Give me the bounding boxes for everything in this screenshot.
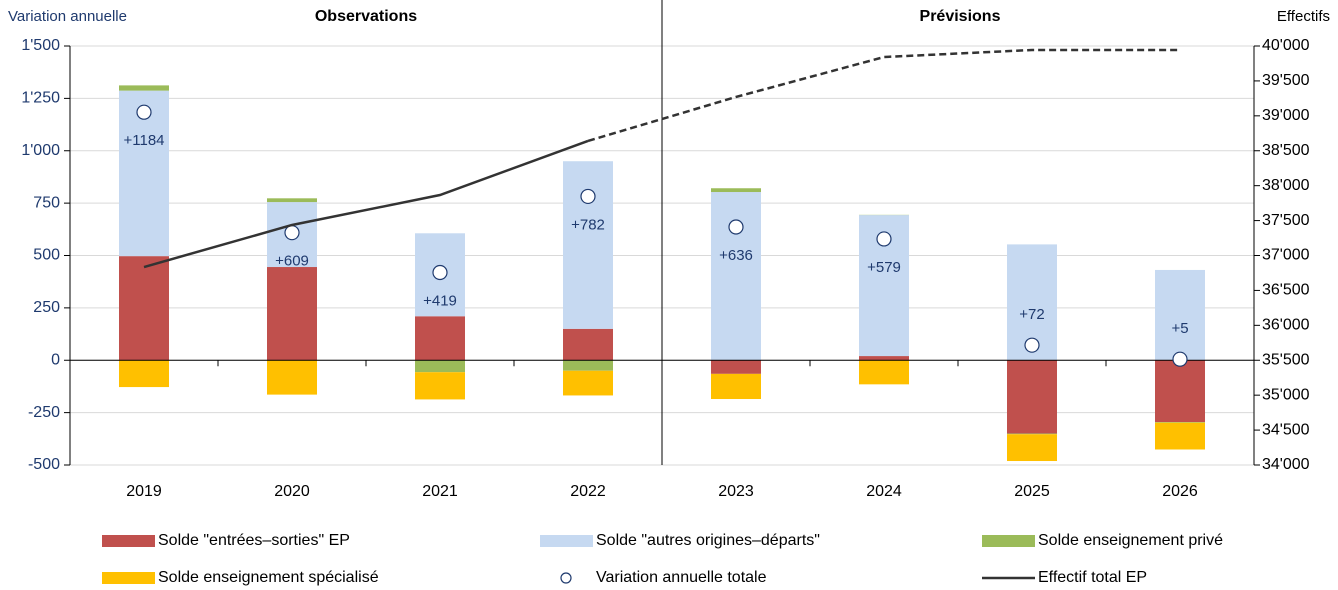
y-tick-label: -500 — [28, 456, 60, 473]
dot — [728, 219, 744, 235]
y2-tick-label: 36'500 — [1262, 282, 1310, 299]
y2-tick-label: 39'000 — [1262, 107, 1310, 124]
bar — [563, 328, 613, 361]
value-label: +419 — [423, 292, 457, 309]
y2-tick-label: 34'500 — [1262, 421, 1310, 438]
y2-tick-label: 38'500 — [1262, 142, 1310, 159]
line — [587, 48, 1180, 143]
legend-swatch — [102, 572, 155, 584]
y2-tick-label: 39'500 — [1262, 72, 1310, 89]
bar — [1155, 269, 1205, 361]
legend-swatch — [560, 572, 572, 584]
bar — [415, 372, 465, 400]
bar — [1007, 433, 1057, 435]
bar — [1007, 434, 1057, 462]
x-tick-label: 2019 — [126, 483, 162, 500]
y2-tick-label: 35'500 — [1262, 351, 1310, 368]
bar — [859, 360, 909, 385]
legend-label: Variation annuelle totale — [596, 569, 767, 586]
y-tick-label: 1'000 — [21, 142, 60, 159]
y2-tick-label: 34'000 — [1262, 456, 1310, 473]
value-label: +579 — [867, 259, 901, 276]
legend-label: Solde "autres origines–départs" — [596, 532, 820, 549]
legend-label: Solde "entrées–sorties" EP — [158, 532, 350, 549]
bar — [267, 267, 317, 361]
x-tick-label: 2022 — [570, 483, 606, 500]
y2-axis-label: Effectifs — [1277, 8, 1330, 25]
value-label: +72 — [1019, 306, 1044, 323]
x-tick-label: 2023 — [718, 483, 754, 500]
value-label: +609 — [275, 253, 309, 270]
value-label: +1184 — [123, 132, 164, 149]
dot — [1172, 351, 1188, 367]
bar — [711, 360, 761, 374]
dot — [1024, 337, 1040, 353]
annotation: Prévisions — [920, 8, 1001, 25]
x-tick-label: 2024 — [866, 483, 902, 500]
y-tick-label: 1'250 — [21, 90, 60, 107]
x-tick-label: 2025 — [1014, 483, 1050, 500]
value-label: +5 — [1171, 320, 1188, 337]
y2-tick-label: 36'000 — [1262, 317, 1310, 334]
bar — [563, 360, 613, 371]
x-tick-label: 2021 — [422, 483, 458, 500]
legend-swatch — [102, 535, 155, 547]
legend-label: Solde enseignement privé — [1038, 532, 1223, 549]
legend-label: Solde enseignement spécialisé — [158, 569, 379, 586]
y2-tick-label: 38'000 — [1262, 177, 1310, 194]
y2-tick-label: 37'000 — [1262, 247, 1310, 264]
bar — [563, 370, 613, 396]
y-tick-label: 1'500 — [21, 37, 60, 54]
bar — [119, 360, 169, 388]
annotation: Observations — [315, 8, 417, 25]
bar — [1007, 360, 1057, 434]
y-tick-label: -250 — [28, 404, 60, 421]
dot — [136, 104, 152, 120]
bar — [415, 360, 465, 373]
bar — [711, 188, 761, 193]
x-tick-label: 2026 — [1162, 483, 1198, 500]
bar — [267, 360, 317, 395]
y-tick-label: 0 — [51, 351, 60, 368]
bar — [415, 316, 465, 361]
bar — [859, 356, 909, 361]
bar — [1155, 360, 1205, 423]
dot — [876, 231, 892, 247]
dot — [284, 225, 300, 241]
bar — [1155, 422, 1205, 450]
y-tick-label: 500 — [33, 247, 60, 264]
x-tick-label: 2020 — [274, 483, 310, 500]
y2-tick-label: 40'000 — [1262, 37, 1310, 54]
legend-swatch — [540, 535, 593, 547]
bar — [267, 198, 317, 203]
y-tick-label: 250 — [33, 299, 60, 316]
value-label: +636 — [719, 247, 753, 264]
dot — [580, 188, 596, 205]
line — [143, 139, 589, 269]
bar — [711, 192, 761, 361]
bar — [119, 85, 169, 91]
y-tick-label: 750 — [33, 194, 60, 211]
y-axis-label: Variation annuelle — [8, 8, 127, 25]
bar — [1155, 422, 1205, 423]
bar — [711, 373, 761, 400]
dot — [432, 264, 448, 281]
y2-tick-label: 35'000 — [1262, 386, 1310, 403]
bar — [119, 256, 169, 361]
y2-tick-label: 37'500 — [1262, 212, 1310, 229]
legend-label: Effectif total EP — [1038, 569, 1147, 586]
legend-swatch — [982, 535, 1035, 547]
value-label: +782 — [571, 216, 605, 233]
bar — [563, 161, 613, 329]
